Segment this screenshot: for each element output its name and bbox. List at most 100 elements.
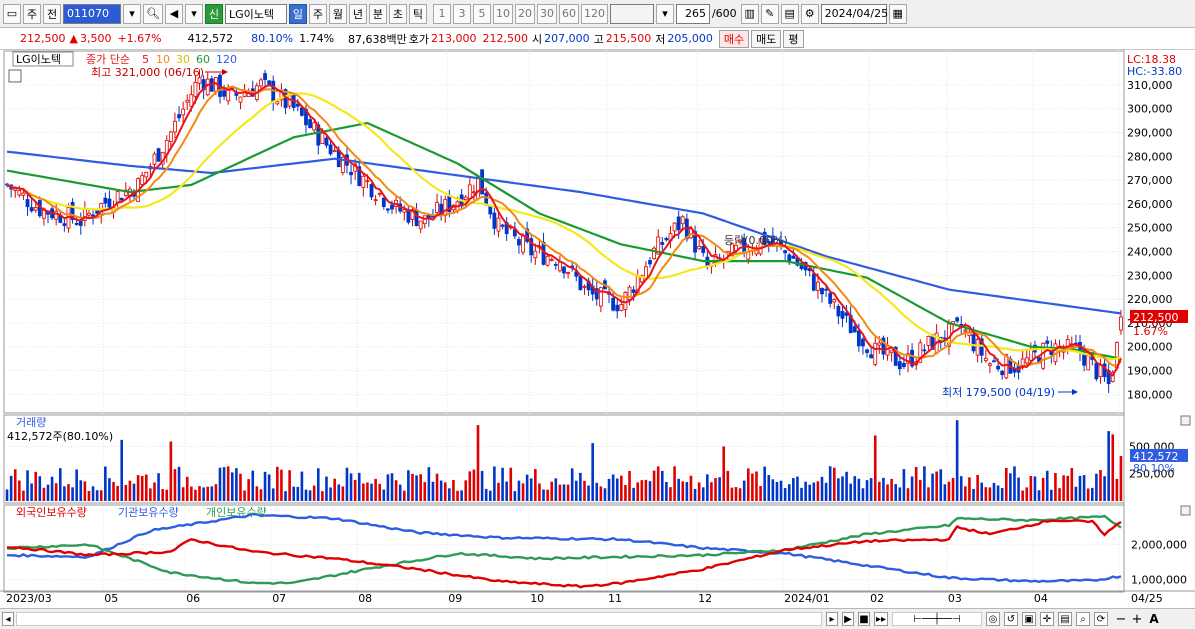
volume-bar (1021, 490, 1024, 501)
lc-value: LC:18.38 (1127, 53, 1176, 66)
volume-bar (894, 484, 898, 501)
scroll-right-icon[interactable]: ▸ (826, 612, 838, 626)
volume-bar (775, 481, 779, 501)
zoom-out-button[interactable]: − (1115, 611, 1127, 627)
candle-body (414, 209, 419, 227)
flat-button[interactable]: 평 (783, 29, 804, 48)
period-day-button[interactable]: 일 (288, 3, 307, 24)
lock-icon[interactable]: ▣ (1022, 612, 1036, 626)
interval-10-button[interactable]: 10 (492, 3, 513, 24)
current-price: 212,500 (20, 32, 66, 45)
ma30-line (6, 92, 1122, 361)
zoom-slider[interactable]: ⊢──┼──⊣ (892, 612, 982, 626)
gear-icon[interactable]: ⚙︎ (800, 3, 819, 24)
volume-bar (181, 487, 185, 501)
period-tick-button[interactable]: 틱 (408, 3, 427, 24)
interval-5-button[interactable]: 5 (472, 3, 491, 24)
volume-bar (599, 486, 603, 501)
credit-badge[interactable]: 신 (204, 3, 223, 24)
volume-bar (190, 486, 193, 501)
stock-code-input[interactable]: 011070 (63, 3, 121, 24)
speaker-dropdown-icon[interactable]: ▾ (184, 3, 203, 24)
candle-body (95, 210, 100, 214)
volume-bar (660, 470, 664, 501)
volume-bar (996, 485, 1000, 501)
volume-bar (1115, 478, 1119, 501)
stock-label: LG이노텍 (16, 53, 61, 66)
candle-body (410, 209, 415, 220)
refresh-icon[interactable]: ⟳ (1094, 612, 1108, 626)
window-menu-icon[interactable]: ▭ (3, 3, 21, 24)
play-icon[interactable]: ▶ (842, 612, 854, 626)
volume-bar (366, 482, 369, 501)
sell-button[interactable]: 매도 (751, 29, 782, 48)
period-prefix-button[interactable]: 주 (23, 3, 41, 24)
interval-20-button[interactable]: 20 (514, 3, 535, 24)
candle-body (517, 239, 521, 246)
draw-tool-icon[interactable]: ✎ (760, 3, 779, 24)
candle-body (889, 350, 894, 354)
table-toggle-icon[interactable] (8, 69, 22, 83)
candle-body (1024, 357, 1029, 364)
volume-bar (857, 478, 861, 501)
interval-dropdown-icon[interactable]: ▾ (655, 3, 674, 24)
candle-body (87, 212, 91, 216)
candle-body (852, 326, 857, 333)
volume-bar (95, 490, 99, 501)
volume-bar (116, 485, 119, 501)
volume-bar (538, 483, 541, 501)
crosshair-icon[interactable]: ✛ (1040, 612, 1054, 626)
period-month-button[interactable]: 월 (328, 3, 347, 24)
zoom-icon[interactable]: ◎ (986, 612, 1000, 626)
price-tick-label: 230,000 (1127, 269, 1173, 282)
volume-value: 412,572 (187, 32, 234, 45)
interval-60-button[interactable]: 60 (558, 3, 579, 24)
volume-bar (13, 469, 17, 501)
fast-forward-icon[interactable]: ▸▸ (874, 612, 888, 626)
panels-icon[interactable]: ▤ (1058, 612, 1072, 626)
interval-3-button[interactable]: 3 (452, 3, 471, 24)
magnifier-icon[interactable]: ⌕ (1076, 612, 1090, 626)
volume-bar (1086, 488, 1090, 501)
candle-body (865, 349, 869, 353)
candle-body (402, 209, 407, 213)
interval-120-button[interactable]: 120 (580, 3, 608, 24)
stock-name-field[interactable]: LG이노텍 (224, 3, 287, 24)
volume-bar (1054, 473, 1057, 501)
volume-bar (796, 476, 799, 501)
candle-body (13, 188, 18, 191)
interval-1-button[interactable]: 1 (432, 3, 451, 24)
scroll-left-icon[interactable]: ◂ (2, 612, 14, 626)
reset-icon[interactable]: ↺ (1004, 612, 1018, 626)
candle-body (287, 95, 292, 107)
volume-bar (812, 482, 816, 501)
zoom-in-button[interactable]: + (1131, 611, 1143, 627)
candle-body (639, 275, 644, 283)
code-dropdown-icon[interactable]: ▾ (123, 3, 141, 24)
horizontal-scrollbar[interactable] (16, 612, 822, 626)
volume-bar (632, 487, 635, 501)
auto-scale-button[interactable]: A (1149, 612, 1159, 626)
interval-30-button[interactable]: 30 (536, 3, 557, 24)
price-change-pct: +1.67% (117, 32, 162, 45)
date-input[interactable]: 2024/04/25 (820, 3, 888, 24)
candle-type-icon[interactable]: ▥ (740, 3, 759, 24)
stop-icon[interactable]: ■ (858, 612, 870, 626)
buy-button[interactable]: 매수 (718, 29, 750, 48)
count-input[interactable]: 265 (675, 3, 710, 24)
x-tick-label: 10 (530, 592, 544, 605)
speaker-icon[interactable]: ◀︎ (164, 3, 183, 24)
period-minute-button[interactable]: 분 (368, 3, 387, 24)
print-icon[interactable]: ▤ (780, 3, 799, 24)
search-icon[interactable]: 🔍︎ (143, 3, 163, 24)
market-prefix-button[interactable]: 전 (43, 3, 61, 24)
candle-body (680, 216, 685, 225)
interval-custom-input[interactable] (609, 3, 654, 24)
calendar-icon[interactable]: ▦ (888, 3, 907, 24)
period-week-button[interactable]: 주 (308, 3, 327, 24)
stock-chart[interactable]: 310,000 300,000 290,000 280,000 270,000 260,0… (0, 50, 1195, 608)
candle-body (811, 273, 816, 291)
period-second-button[interactable]: 초 (388, 3, 407, 24)
period-year-button[interactable]: 년 (348, 3, 367, 24)
volume-bar (292, 486, 296, 501)
